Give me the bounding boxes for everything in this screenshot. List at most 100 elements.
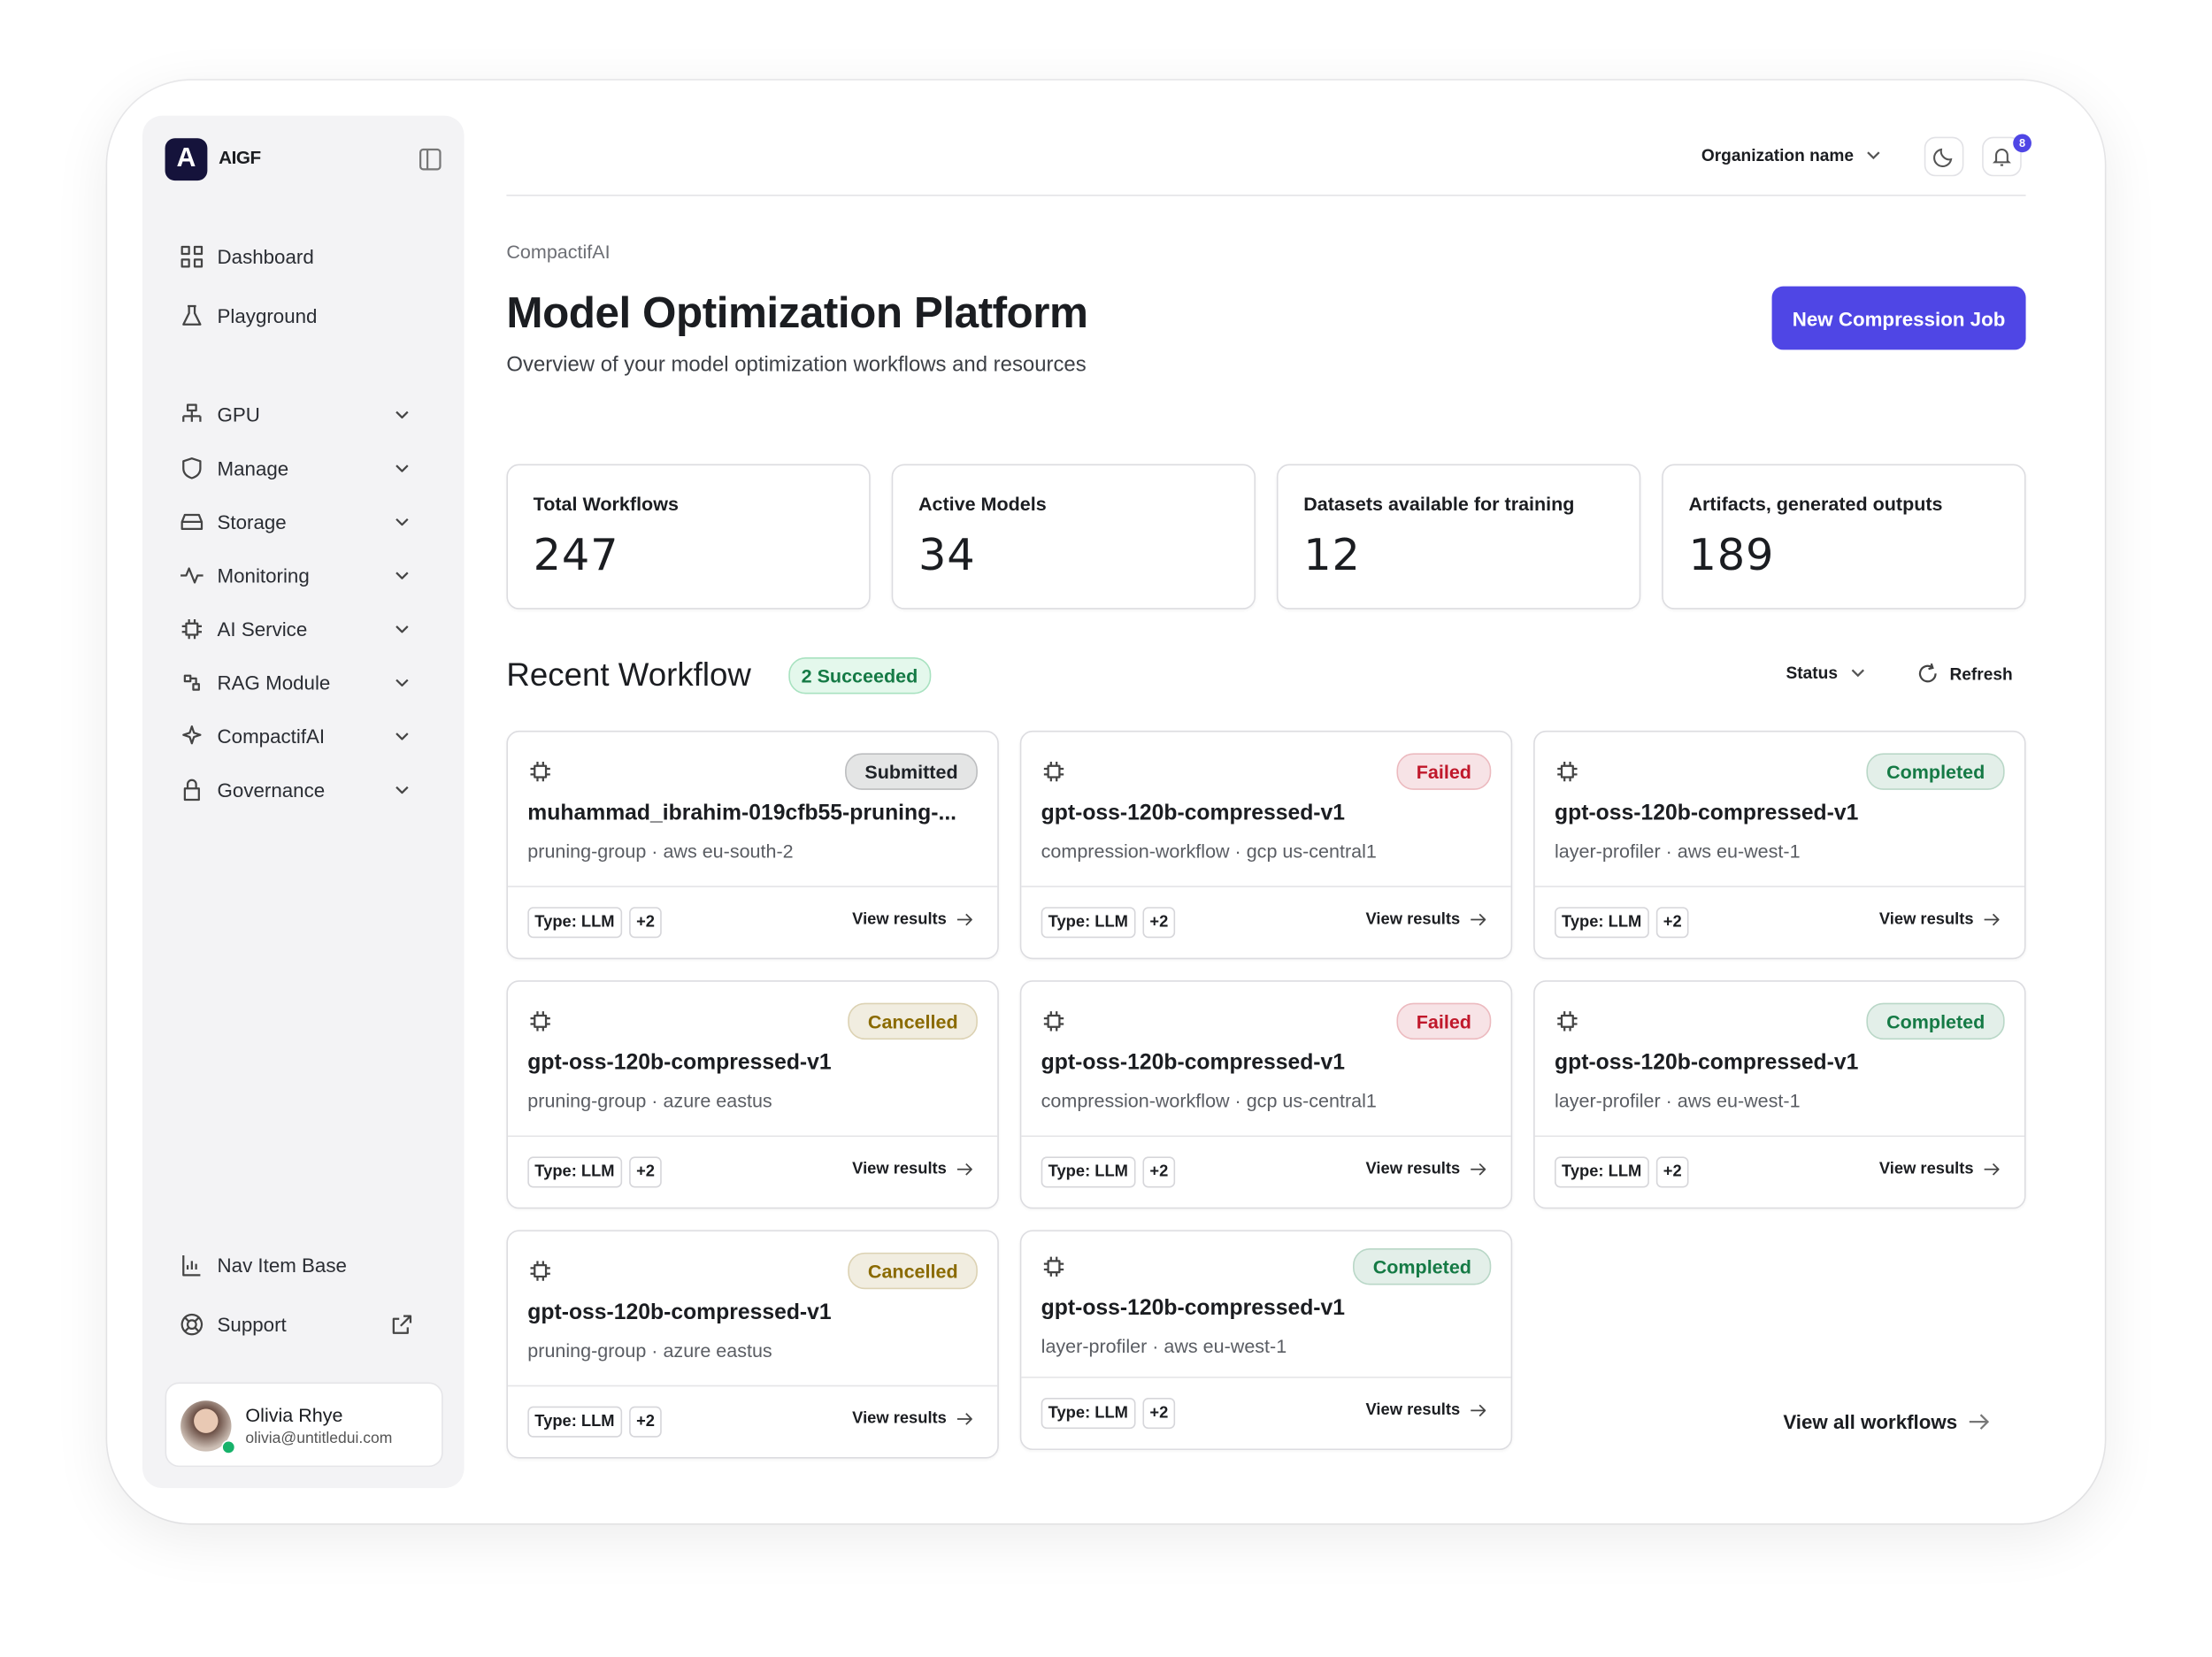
icon-path [182, 304, 202, 326]
user-email: olivia@untitledui.com [245, 1430, 393, 1447]
workflow-name: gpt-oss-120b-compressed-v1 [1041, 1296, 1346, 1321]
collapse-button[interactable] [418, 147, 443, 173]
nav-item[interactable]: GPU [179, 398, 427, 432]
nav-item[interactable]: Monitoring [179, 558, 427, 592]
org-name: Organization name [1701, 145, 1855, 165]
arrow-icon [1471, 1162, 1486, 1176]
icon-path [392, 1315, 412, 1334]
icon-path [180, 245, 204, 268]
stat-card: Active Models 34 [891, 464, 1256, 610]
divider [1534, 886, 2024, 887]
chip-icon [1557, 1011, 1578, 1032]
nav-label: RAG Module [217, 671, 331, 694]
theme-toggle[interactable] [1924, 136, 1964, 177]
workflow-name: gpt-oss-120b-compressed-v1 [527, 1050, 832, 1075]
divider [507, 1135, 998, 1138]
user-card[interactable]: Olivia Rhye olivia@untitledui.com [165, 1382, 443, 1468]
nav-label: Governance [217, 779, 326, 802]
nav-label: Playground [217, 304, 318, 327]
chip-icon [1557, 761, 1578, 782]
workflow-meta: layer-profiler · aws eu-west-1 [1555, 1090, 1801, 1112]
link-label: View results [1365, 1161, 1461, 1178]
view-results-link[interactable]: View results [852, 909, 975, 929]
nav-item[interactable]: Dashboard [179, 240, 427, 273]
chevron [396, 679, 409, 687]
primary-button[interactable]: New Compression Job [1771, 286, 2026, 350]
chevron [396, 625, 409, 633]
chevron [396, 464, 409, 472]
stat-label: Total Workflows [533, 494, 679, 515]
workflow-card[interactable]: Completed gpt-oss-120b-compressed-v1 layer… [1533, 730, 2026, 960]
nav-item[interactable]: Support [179, 1308, 427, 1341]
type-tag: Type: LLM [1555, 907, 1649, 939]
logo[interactable]: A [165, 138, 208, 181]
nav-label: CompactifAI [217, 725, 326, 748]
workflow-card[interactable]: Cancelled gpt-oss-120b-compressed-v1 pruni… [506, 1230, 999, 1459]
nav-item[interactable]: Governance [179, 773, 427, 807]
icon-path [180, 567, 204, 584]
workflow-card[interactable]: Failed gpt-oss-120b-compressed-v1 compress… [1019, 980, 1513, 1209]
extra-tag: +2 [1655, 907, 1689, 939]
workflow-card[interactable]: Cancelled gpt-oss-120b-compressed-v1 pruni… [506, 980, 999, 1209]
extra-tag: +2 [1142, 1156, 1176, 1188]
online-dot [221, 1439, 236, 1454]
view-results-link[interactable]: View results [1879, 909, 2002, 929]
external-link-icon [392, 1315, 412, 1334]
sidebar: A AIGF Olivia Rhye olivia@untitledui.com… [142, 115, 465, 1489]
icon-path [1043, 761, 1064, 782]
icon-path [1557, 761, 1578, 782]
workflow-card[interactable]: Completed gpt-oss-120b-compressed-v1 layer… [1019, 1230, 1513, 1451]
arrow-icon [1471, 1404, 1486, 1417]
stat-label: Artifacts, generated outputs [1688, 494, 1943, 515]
nav-item[interactable]: Nav Item Base [179, 1248, 427, 1282]
view-results-link[interactable]: View results [1366, 1400, 1489, 1420]
link-label: View results [852, 910, 947, 929]
workflow-meta: compression-workflow · gcp us-central1 [1041, 1090, 1377, 1112]
status-badge: Completed [1866, 1002, 2005, 1040]
type-tag: Type: LLM [527, 1156, 622, 1188]
nav-item[interactable]: CompactifAI [179, 719, 427, 753]
nav-item[interactable]: AI Service [179, 612, 427, 646]
org-switcher[interactable]: Organization name [1701, 145, 1882, 165]
nav-icon [181, 618, 202, 640]
divider [1021, 1135, 1511, 1138]
status-filter[interactable]: Status [1786, 663, 1866, 683]
workflow-name: muhammad_ibrahim-019cfb55-pruning-... [527, 801, 957, 825]
workflow-card[interactable]: Completed gpt-oss-120b-compressed-v1 layer… [1533, 980, 2026, 1209]
nav-item[interactable]: RAG Module [179, 666, 427, 700]
nav-icon [182, 457, 202, 479]
divider [1021, 886, 1511, 887]
chevron [396, 518, 409, 526]
view-results-link[interactable]: View results [1879, 1160, 2002, 1179]
nav-label: Storage [217, 510, 287, 533]
view-results-link[interactable]: View results [852, 1160, 975, 1179]
nav-item[interactable]: Playground [179, 299, 427, 333]
nav-item[interactable]: Storage [179, 505, 427, 539]
icon-path [1043, 1256, 1064, 1277]
workflow-card[interactable]: Submitted muhammad_ibrahim-019cfb55-pruni… [506, 730, 999, 960]
view-all-link[interactable]: View all workflows [1783, 1410, 1991, 1433]
nav-label: Nav Item Base [217, 1254, 347, 1277]
nav-label: Support [217, 1313, 287, 1336]
view-results-link[interactable]: View results [1366, 909, 1489, 929]
chip-icon [530, 761, 550, 782]
breadcrumb[interactable]: CompactifAI [506, 241, 611, 263]
type-tag: Type: LLM [527, 1406, 622, 1438]
view-results-link[interactable]: View results [1366, 1160, 1489, 1179]
icon-path [530, 761, 550, 782]
bell-icon [1992, 148, 2011, 166]
workflow-meta: pruning-group · azure eastus [527, 1339, 772, 1362]
workflow-meta: layer-profiler · aws eu-west-1 [1555, 840, 1801, 863]
nav-icon [183, 779, 200, 802]
view-results-link[interactable]: View results [852, 1409, 975, 1429]
brand-name: AIGF [219, 146, 261, 168]
icon-path [396, 786, 409, 794]
workflow-meta: pruning-group · azure eastus [527, 1090, 772, 1112]
nav-item[interactable]: Manage [179, 451, 427, 485]
chevron [396, 786, 409, 794]
refresh-button[interactable]: Refresh [1916, 662, 2013, 686]
workflow-card[interactable]: Failed gpt-oss-120b-compressed-v1 compress… [1019, 730, 1513, 960]
arrow-icon [956, 1413, 972, 1425]
type-tag: Type: LLM [1041, 1156, 1135, 1188]
